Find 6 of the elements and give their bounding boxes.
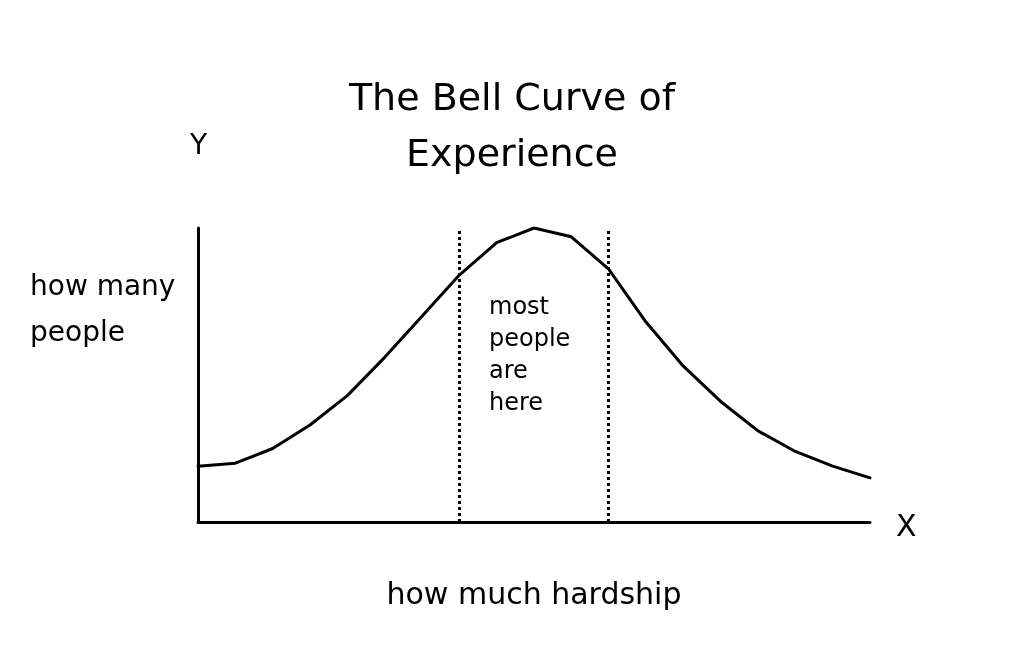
y-axis-title: how many people [30, 268, 176, 348]
text: Y [189, 127, 208, 161]
chart-title: The Bell Curve of Experience [347, 75, 677, 175]
annotation: most people are here [489, 292, 571, 416]
text: X [896, 507, 917, 543]
x-axis-title: how much hardship [386, 575, 682, 611]
